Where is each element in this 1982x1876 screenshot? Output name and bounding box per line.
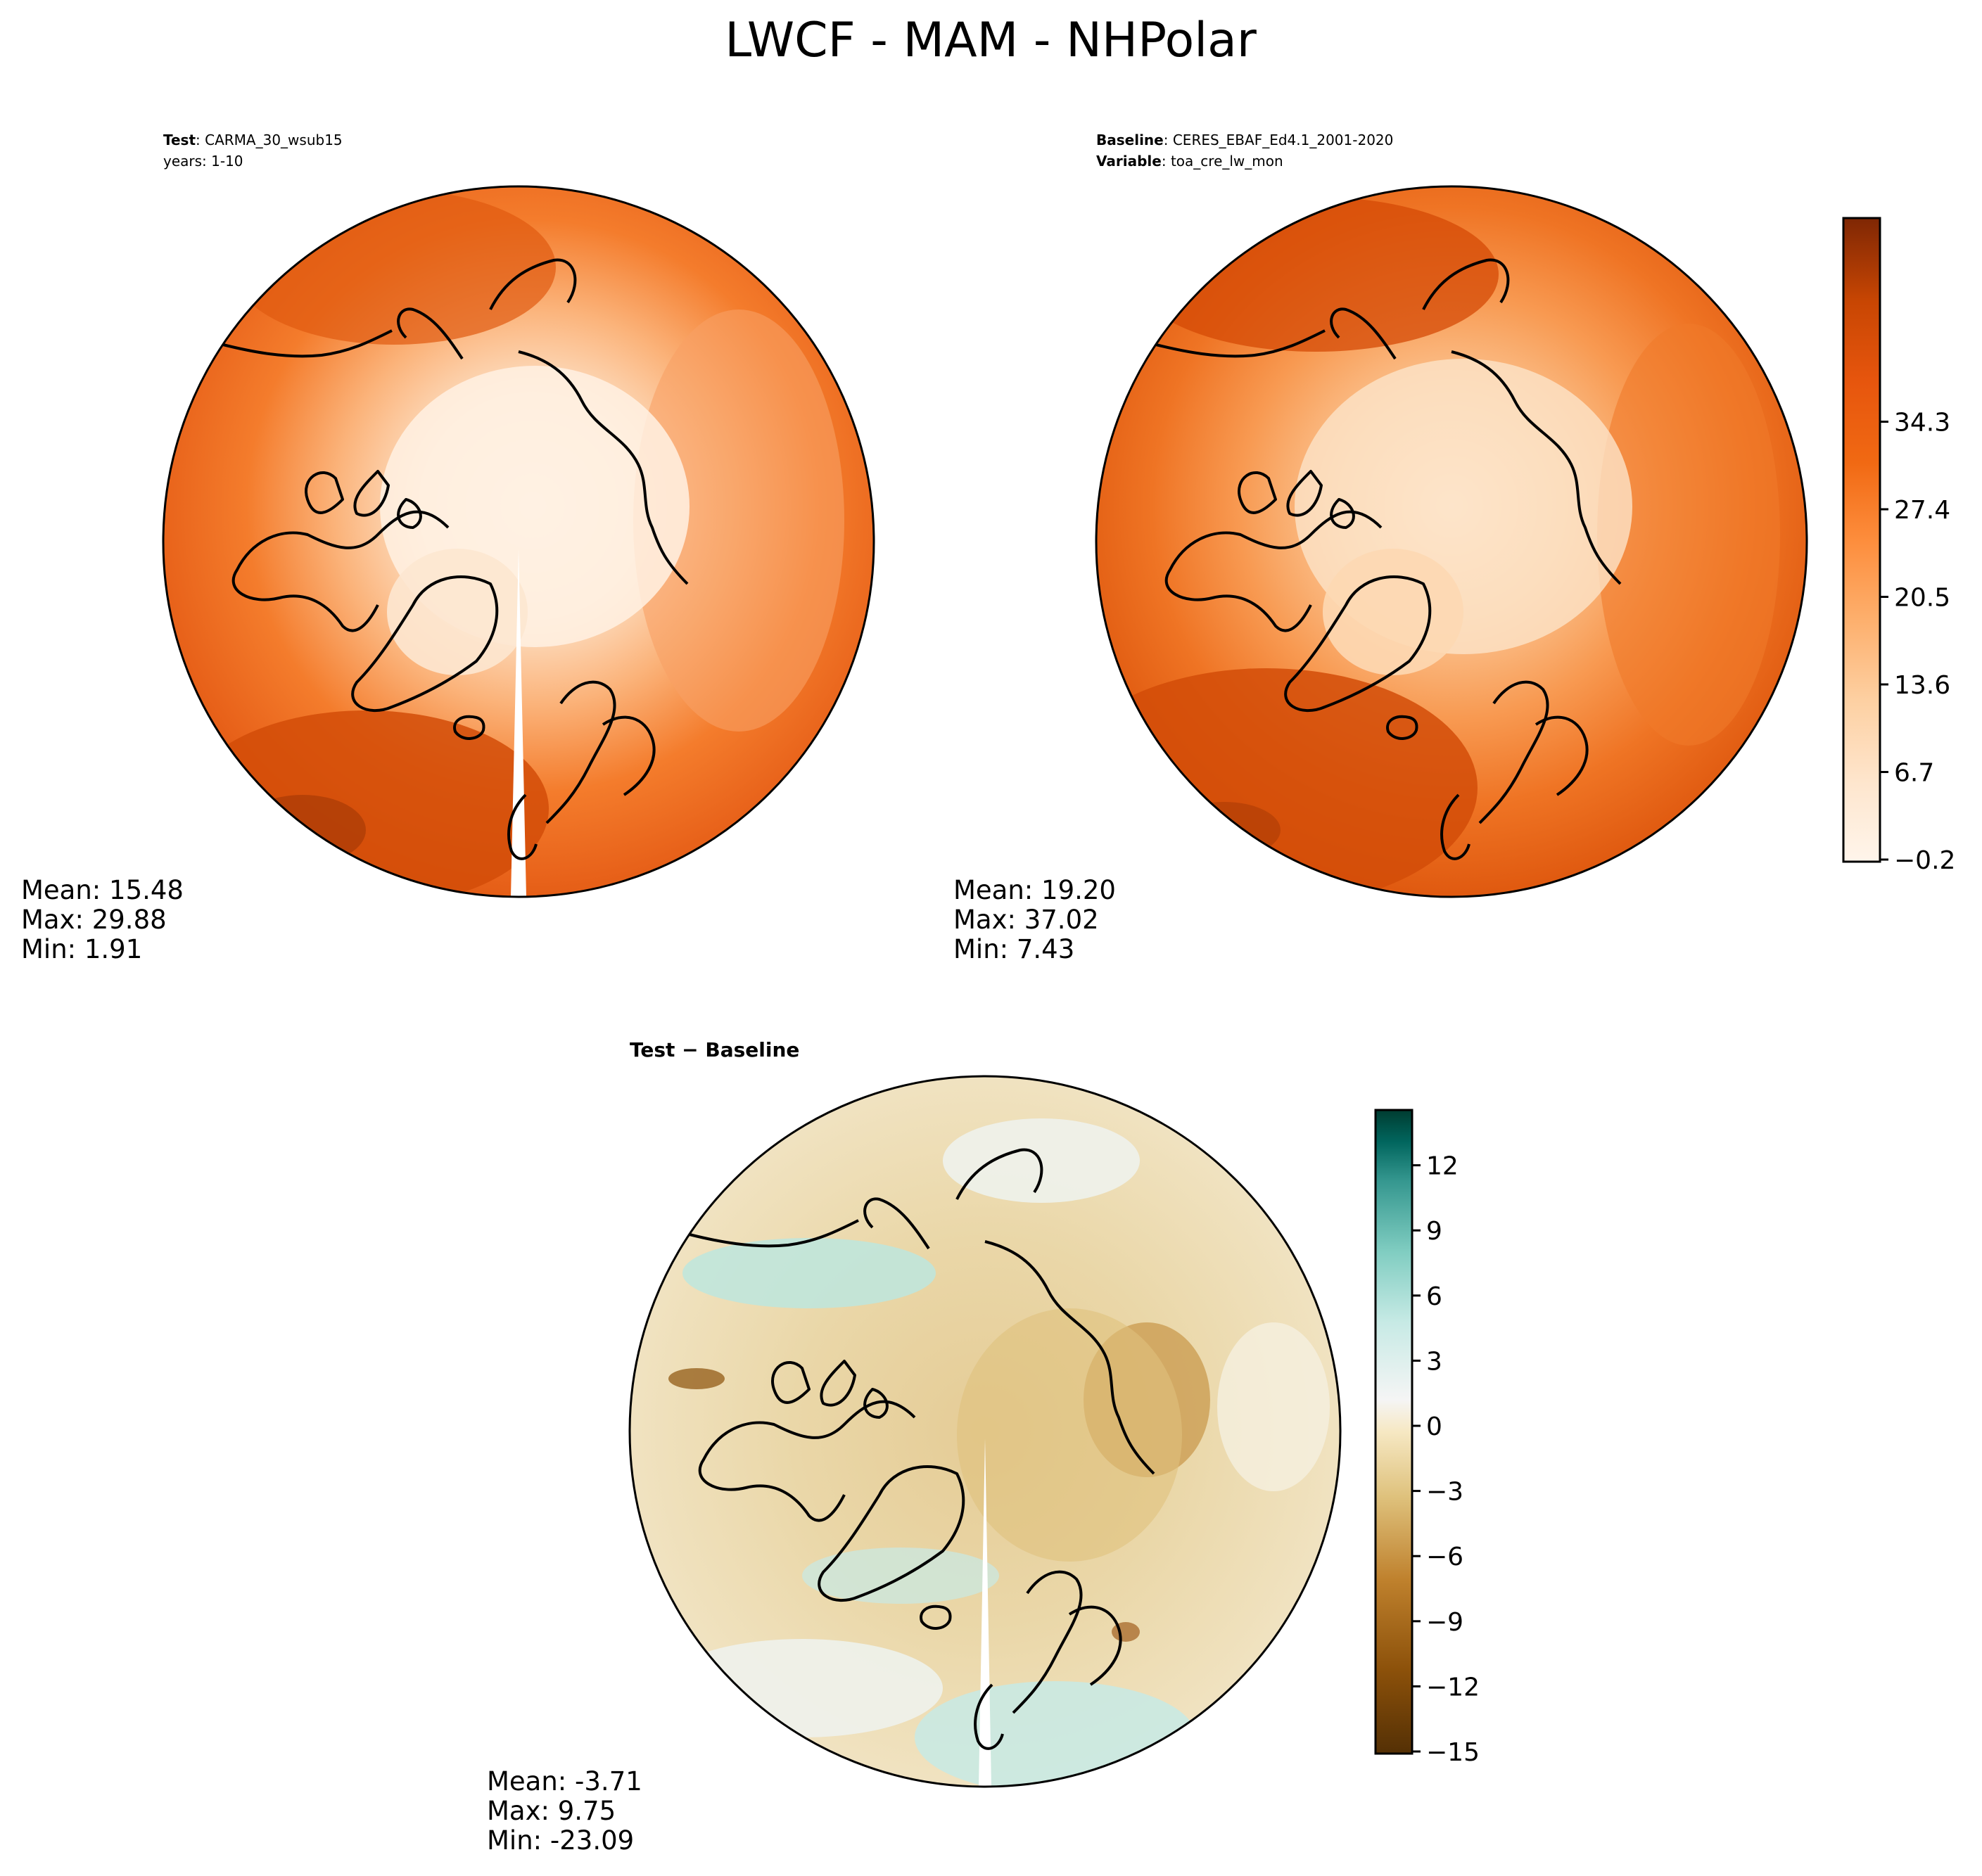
colorbar-diff-tick-label: 3 xyxy=(1426,1347,1442,1376)
baseline-mean: Mean: 19.20 xyxy=(953,875,1116,905)
colorbar-diff-tick-label: 9 xyxy=(1426,1217,1442,1246)
diff-panel: Test − Baseline Mean: -3.71 Max: 9.75 Mi… xyxy=(487,1038,1342,1856)
baseline-min: Min: 7.43 xyxy=(953,934,1074,964)
baseline-variable-value: toa_cre_lw_mon xyxy=(1171,153,1283,170)
colorbar-diff: −15 −12 −9 −6 −3 0 3 6 9 12 xyxy=(1374,1109,1480,1767)
colorbar-main-tick-label: 13.6 xyxy=(1894,671,1950,700)
test-label-value: CARMA_30_wsub15 xyxy=(205,132,343,148)
colorbar-diff-tick-label: 12 xyxy=(1426,1152,1459,1181)
diff-map xyxy=(630,1076,1340,1787)
colorbar-main-tick-label: 20.5 xyxy=(1894,584,1950,613)
test-max: Max: 29.88 xyxy=(21,905,167,935)
diff-max: Max: 9.75 xyxy=(487,1796,616,1826)
test-min: Min: 1.91 xyxy=(21,934,142,964)
svg-text:Test: CARMA_30_wsub15: Test: CARMA_30_wsub15 xyxy=(163,132,343,148)
figure-title: LWCF - MAM - NHPolar xyxy=(725,13,1257,68)
baseline-label-bold: Baseline xyxy=(1096,132,1164,148)
colorbar-diff-tick-label: 6 xyxy=(1426,1282,1442,1311)
baseline-max: Max: 37.02 xyxy=(953,905,1099,935)
colorbar-main: −0.2 6.7 13.6 20.5 27.4 34.3 xyxy=(1842,217,1955,875)
diff-min: Min: -23.09 xyxy=(487,1825,634,1856)
colorbar-diff-bar xyxy=(1374,1109,1414,1755)
test-map xyxy=(163,186,874,897)
colorbar-diff-tick-label: −12 xyxy=(1426,1673,1480,1702)
colorbar-main-tick-label: 6.7 xyxy=(1894,759,1934,788)
test-panel: Test: CARMA_30_wsub15 years: 1-10 Mean: … xyxy=(21,132,875,964)
colorbar-diff-tick-label: 0 xyxy=(1426,1412,1442,1441)
svg-text:Variable: toa_cre_lw_mon: Variable: toa_cre_lw_mon xyxy=(1096,153,1283,170)
test-mean: Mean: 15.48 xyxy=(21,875,184,905)
baseline-panel: Baseline: CERES_EBAF_Ed4.1_2001-2020 Var… xyxy=(953,132,1808,964)
colorbar-main-tick-label: 34.3 xyxy=(1894,409,1950,438)
colorbar-diff-tick-label: −6 xyxy=(1426,1543,1463,1571)
colorbar-diff-tick-label: −15 xyxy=(1426,1738,1480,1767)
diff-mean: Mean: -3.71 xyxy=(487,1766,642,1797)
colorbar-main-tick-label: −0.2 xyxy=(1894,846,1955,875)
baseline-label-value: CERES_EBAF_Ed4.1_2001-2020 xyxy=(1173,132,1394,148)
test-label-bold: Test xyxy=(163,132,196,148)
colorbar-diff-tick-label: −9 xyxy=(1426,1608,1463,1637)
svg-text:Baseline: CERES_EBAF_Ed4.1_200: Baseline: CERES_EBAF_Ed4.1_2001-2020 xyxy=(1096,132,1393,148)
diff-label: Test − Baseline xyxy=(630,1038,799,1061)
baseline-variable-bold: Variable xyxy=(1096,153,1162,170)
colorbar-main-tick-label: 27.4 xyxy=(1894,496,1950,525)
test-years: years: 1-10 xyxy=(163,153,243,170)
colorbar-main-bar xyxy=(1842,217,1881,863)
colorbar-diff-tick-label: −3 xyxy=(1426,1478,1463,1507)
baseline-map xyxy=(1096,186,1807,897)
